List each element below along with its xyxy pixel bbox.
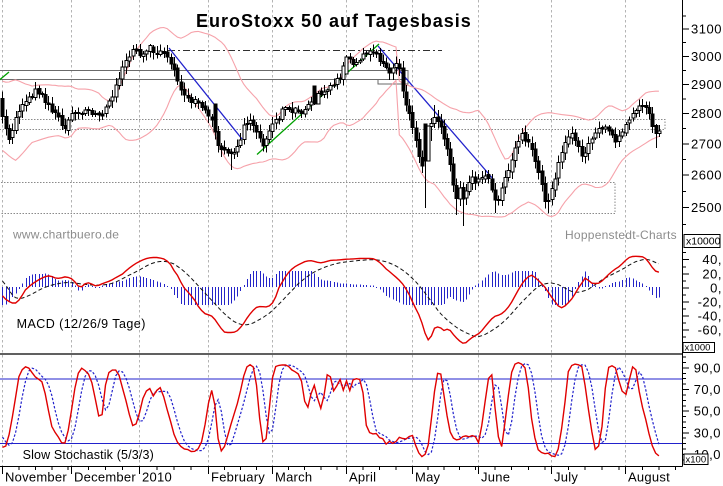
svg-text:Hoppenstedt-Charts: Hoppenstedt-Charts <box>565 228 677 242</box>
svg-text:90,0: 90,0 <box>694 360 721 375</box>
svg-text:July: July <box>554 470 578 485</box>
svg-text:May: May <box>415 470 441 485</box>
svg-text:0,: 0, <box>710 280 722 295</box>
svg-text:MACD (12/26/9 Tage): MACD (12/26/9 Tage) <box>17 317 146 331</box>
svg-text:x10000: x10000 <box>686 236 721 248</box>
svg-text:70,0: 70,0 <box>694 382 721 397</box>
svg-text:x1000: x1000 <box>685 343 711 354</box>
svg-text:2600: 2600 <box>691 168 722 183</box>
svg-text:2900: 2900 <box>691 77 722 92</box>
svg-text:August: August <box>628 470 670 485</box>
svg-text:3000: 3000 <box>691 49 722 64</box>
svg-text:February: February <box>211 470 265 485</box>
svg-text:November: November <box>5 470 67 485</box>
svg-text:20,: 20, <box>702 266 722 281</box>
svg-text:50,0: 50,0 <box>694 404 721 419</box>
svg-text:30,0: 30,0 <box>694 425 721 440</box>
svg-text:3100: 3100 <box>691 22 722 37</box>
svg-text:EuroStoxx 50 auf Tagesbasis: EuroStoxx 50 auf Tagesbasis <box>196 11 472 31</box>
svg-text:2500: 2500 <box>691 200 722 215</box>
svg-text:Slow Stochastik (5/3/3): Slow Stochastik (5/3/3) <box>23 448 154 462</box>
svg-text:2800: 2800 <box>691 106 722 121</box>
svg-text:2700: 2700 <box>691 136 722 151</box>
svg-text:2010: 2010 <box>142 470 172 485</box>
svg-text:x100: x100 <box>686 454 707 465</box>
svg-text:-60,: -60, <box>698 323 722 338</box>
svg-text:March: March <box>275 470 312 485</box>
svg-text:-40,: -40, <box>698 309 722 324</box>
svg-text:-20,: -20, <box>698 295 722 310</box>
svg-text:40,: 40, <box>702 252 722 267</box>
svg-text:April: April <box>349 470 376 485</box>
svg-text:www.chartbuero.de: www.chartbuero.de <box>12 228 119 242</box>
svg-text:June: June <box>481 470 510 485</box>
svg-text:December: December <box>74 470 136 485</box>
